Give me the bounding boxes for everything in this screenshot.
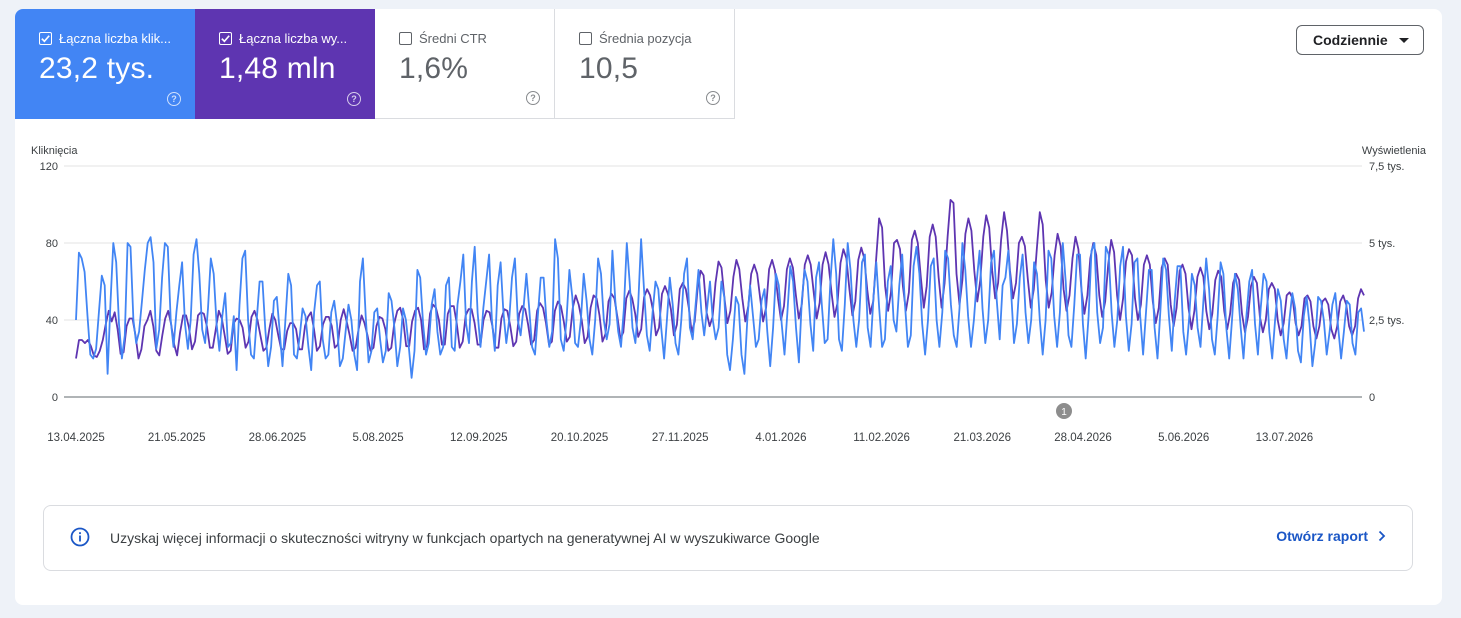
- x-ticks: 13.04.2025 21.05.2025 28.06.2025 5.08.2025 1…: [47, 432, 1313, 444]
- tile-value: 1,48 mln: [219, 52, 336, 85]
- granularity-label: Codziennie: [1313, 32, 1388, 48]
- tile-average-ctr[interactable]: Średni CTR 1,6% ?: [375, 9, 555, 119]
- chevron-right-icon: [1378, 530, 1386, 542]
- performance-chart: Kliknięcia Wyświetlenia 0 40 80 120 0 2,5 ty…: [31, 145, 1427, 444]
- x-tick-label: 4.01.2026: [755, 432, 806, 444]
- open-report-label: Otwórz raport: [1276, 528, 1368, 544]
- y-tick-right: 7,5 tys.: [1369, 161, 1404, 173]
- metric-tiles: Łączna liczba klik... 23,2 tys. ? Łączna…: [15, 9, 735, 119]
- x-tick-label: 11.02.2026: [853, 432, 910, 444]
- y-tick-left: 80: [46, 238, 58, 250]
- x-tick-label: 20.10.2025: [551, 432, 609, 444]
- y-tick-left: 120: [40, 161, 58, 173]
- y-ticks-left: 0 40 80 120: [40, 161, 58, 404]
- caret-down-icon: [1399, 38, 1409, 43]
- help-icon[interactable]: ?: [526, 91, 540, 105]
- tile-average-position[interactable]: Średnia pozycja 10,5 ?: [555, 9, 735, 119]
- y-axis-right-label: Wyświetlenia: [1362, 145, 1427, 157]
- tile-total-impressions[interactable]: Łączna liczba wy... 1,48 mln ?: [195, 9, 375, 119]
- series-line-impressions: [75, 198, 1365, 360]
- y-tick-right: 5 tys.: [1369, 238, 1395, 250]
- annotation-label: 1: [1061, 407, 1067, 418]
- help-icon[interactable]: ?: [347, 92, 361, 106]
- checkbox-unchecked-icon[interactable]: [579, 32, 592, 45]
- y-tick-right: 2,5 tys.: [1369, 315, 1404, 327]
- info-icon: [70, 527, 90, 547]
- checkbox-unchecked-icon[interactable]: [399, 32, 412, 45]
- x-tick-label: 21.05.2025: [148, 432, 206, 444]
- y-ticks-right: 0 2,5 tys. 5 tys. 7,5 tys.: [1369, 161, 1404, 404]
- performance-card: Łączna liczba klik... 23,2 tys. ? Łączna…: [15, 9, 1442, 605]
- tile-value: 1,6%: [399, 52, 469, 85]
- x-tick-label: 13.04.2025: [47, 432, 105, 444]
- granularity-dropdown[interactable]: Codziennie: [1296, 25, 1424, 55]
- x-tick-label: 28.06.2025: [249, 432, 307, 444]
- series-line-clicks: [75, 236, 1365, 379]
- help-icon[interactable]: ?: [167, 92, 181, 106]
- x-tick-label: 12.09.2025: [450, 432, 508, 444]
- open-report-link[interactable]: Otwórz raport: [1276, 528, 1386, 544]
- tile-value: 10,5: [579, 52, 639, 85]
- banner-message: Uzyskaj więcej informacji o skuteczności…: [110, 530, 820, 546]
- y-tick-left: 0: [52, 392, 58, 404]
- x-tick-label: 27.11.2025: [652, 432, 709, 444]
- tile-value: 23,2 tys.: [39, 52, 155, 85]
- x-tick-label: 28.04.2026: [1054, 432, 1112, 444]
- series-lines: [75, 198, 1365, 379]
- x-tick-label: 13.07.2026: [1256, 432, 1314, 444]
- annotation[interactable]: 1: [1056, 403, 1072, 419]
- y-tick-right: 0: [1369, 392, 1375, 404]
- help-icon[interactable]: ?: [706, 91, 720, 105]
- x-tick-label: 21.03.2026: [954, 432, 1012, 444]
- annotation-marker[interactable]: [1056, 403, 1072, 419]
- x-tick-label: 5.06.2026: [1158, 432, 1209, 444]
- ai-report-banner: Uzyskaj więcej informacji o skuteczności…: [43, 505, 1413, 571]
- checkbox-checked-icon[interactable]: [39, 32, 52, 45]
- tile-total-clicks[interactable]: Łączna liczba klik... 23,2 tys. ?: [15, 9, 195, 119]
- checkbox-checked-icon[interactable]: [219, 32, 232, 45]
- y-tick-left: 40: [46, 315, 58, 327]
- x-tick-label: 5.08.2025: [353, 432, 404, 444]
- y-axis-left-label: Kliknięcia: [31, 145, 78, 157]
